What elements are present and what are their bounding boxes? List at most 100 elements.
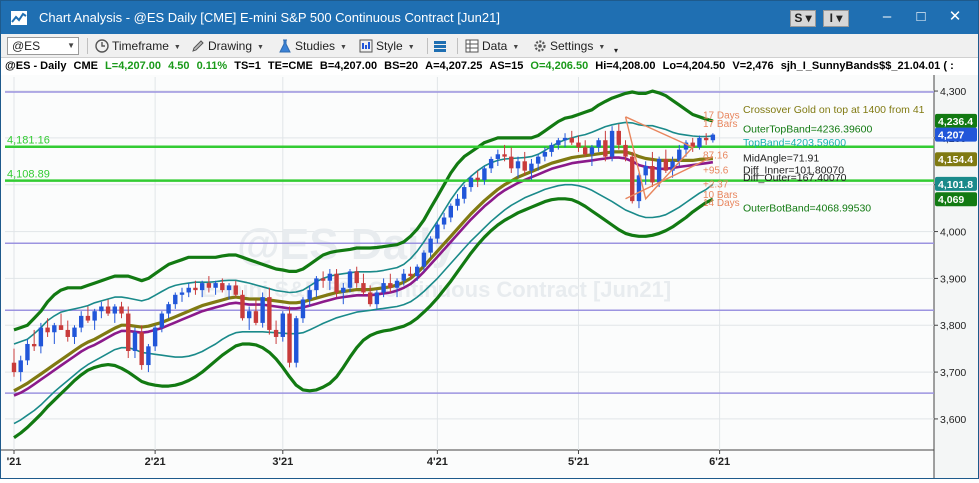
candle-body bbox=[361, 283, 366, 293]
timeframe-menu[interactable]: Timeframe ▼ bbox=[95, 38, 181, 55]
candle bbox=[556, 137, 561, 150]
i-button[interactable]: I ▾ bbox=[823, 10, 849, 27]
candle bbox=[38, 322, 44, 354]
gear-icon bbox=[534, 40, 546, 52]
title-bar[interactable]: Chart Analysis - @ES Daily [CME] E-mini … bbox=[1, 1, 978, 34]
candle bbox=[663, 149, 669, 174]
window-title: Chart Analysis - @ES Daily [CME] E-mini … bbox=[39, 10, 500, 25]
band-outer-bot bbox=[13, 197, 714, 440]
price-tag-box bbox=[935, 127, 977, 142]
candle-body bbox=[25, 343, 30, 361]
candle-body bbox=[556, 140, 561, 145]
candle-body bbox=[576, 142, 581, 148]
status-symbol: @ES - Daily bbox=[5, 60, 67, 72]
candle-body bbox=[112, 306, 117, 314]
status-exchange: CME bbox=[73, 60, 98, 72]
watermark-title: @ES Daily bbox=[237, 220, 457, 269]
candle-body bbox=[394, 280, 400, 288]
symbol-input[interactable]: @ES ▼ bbox=[7, 37, 79, 55]
candle-body bbox=[569, 137, 574, 143]
drawing-menu[interactable]: Drawing ▼ bbox=[191, 38, 264, 55]
candle bbox=[690, 137, 695, 152]
chevron-down-icon: ▼ bbox=[340, 44, 347, 51]
candle-body bbox=[52, 325, 57, 333]
toolbar-overflow-chevron[interactable]: ▾ bbox=[614, 46, 619, 55]
candle bbox=[529, 158, 534, 181]
candle-body bbox=[583, 147, 588, 155]
candle-body bbox=[247, 311, 252, 319]
toolbar-divider bbox=[87, 38, 88, 54]
candle bbox=[502, 144, 507, 162]
price-tag-box bbox=[935, 192, 977, 207]
time-tick-label: 2'21 bbox=[145, 456, 166, 468]
candle-body bbox=[300, 299, 306, 319]
candle-body bbox=[522, 161, 527, 171]
candle bbox=[347, 269, 353, 293]
candle-body bbox=[488, 158, 494, 169]
candle-body bbox=[253, 311, 259, 323]
candle bbox=[85, 306, 91, 323]
candle-body bbox=[334, 273, 339, 293]
style-menu[interactable]: Style ▼ bbox=[359, 38, 415, 55]
data-grid-icon bbox=[465, 39, 479, 53]
s-button[interactable]: S ▾ bbox=[790, 10, 816, 27]
candle-body bbox=[240, 294, 245, 319]
chevron-down-icon: ▼ bbox=[173, 44, 181, 51]
candle-body bbox=[529, 163, 534, 171]
candle bbox=[307, 285, 312, 307]
candle bbox=[112, 304, 117, 323]
candle-body bbox=[85, 315, 91, 321]
candle-body bbox=[374, 292, 380, 305]
settings-menu[interactable]: Settings ▼ bbox=[533, 38, 605, 55]
candle-body bbox=[287, 313, 292, 363]
candle bbox=[616, 123, 621, 150]
close-icon[interactable]: ✕ bbox=[948, 8, 962, 25]
candle bbox=[179, 287, 185, 302]
candle bbox=[220, 278, 225, 293]
candle-body bbox=[710, 134, 716, 141]
candle bbox=[72, 325, 77, 344]
candle bbox=[354, 266, 359, 288]
candle-body bbox=[146, 346, 151, 366]
candle-body bbox=[273, 329, 279, 337]
price-tick-label: 3,900 bbox=[940, 273, 966, 285]
candle bbox=[421, 250, 427, 272]
candle-body bbox=[596, 140, 601, 148]
candle-body bbox=[199, 283, 205, 291]
trend-line-drawing bbox=[625, 155, 714, 200]
candle bbox=[132, 327, 138, 359]
candle bbox=[119, 301, 124, 319]
data-menu[interactable]: Data ▼ bbox=[465, 38, 519, 55]
candle-body bbox=[347, 271, 353, 288]
candle-body bbox=[502, 154, 507, 157]
candle bbox=[11, 348, 17, 377]
candle bbox=[408, 266, 413, 279]
drawing-annotation: 17 Days bbox=[703, 110, 740, 121]
maximize-icon[interactable]: □ bbox=[916, 8, 926, 25]
candle bbox=[394, 278, 400, 298]
price-tag-label: 4,069 bbox=[938, 194, 964, 206]
candle bbox=[173, 292, 178, 309]
candle bbox=[495, 149, 501, 166]
candle-body bbox=[428, 238, 433, 253]
candle-body bbox=[549, 144, 554, 152]
candle-body bbox=[367, 292, 373, 305]
studies-menu[interactable]: Studies ▼ bbox=[278, 38, 347, 55]
minimize-icon[interactable]: – bbox=[882, 8, 892, 25]
status-low: Lo=4,204.50 bbox=[662, 60, 726, 72]
candle bbox=[193, 280, 198, 295]
candle-body bbox=[233, 285, 238, 295]
columns-icon bbox=[434, 41, 446, 52]
layout-toggle[interactable] bbox=[433, 38, 450, 55]
price-tag: 4,101.8 bbox=[935, 176, 977, 191]
price-chart[interactable]: @ES Daily E-mini S&P 500 Continuous Contr… bbox=[1, 75, 978, 478]
candle-body bbox=[38, 327, 44, 347]
style-icon bbox=[359, 39, 373, 53]
plot-area bbox=[1, 75, 934, 478]
price-tag-label: 4,236.4 bbox=[938, 116, 973, 128]
candle-body bbox=[482, 168, 487, 181]
candle bbox=[381, 278, 386, 298]
candle bbox=[166, 301, 171, 319]
status-ask-size: AS=15 bbox=[489, 60, 524, 72]
